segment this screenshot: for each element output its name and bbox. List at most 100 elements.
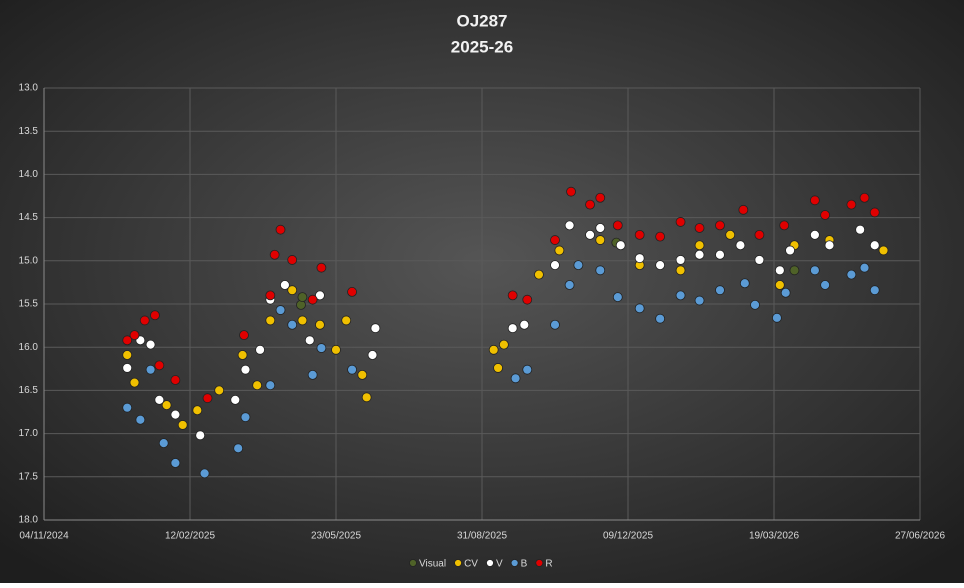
y-tick-label: 16.0 [19, 342, 39, 353]
x-tick-label: 31/08/2025 [457, 531, 507, 542]
data-point [522, 294, 533, 305]
data-point [192, 405, 203, 416]
data-point [154, 395, 165, 405]
data-point [585, 229, 595, 240]
data-point [739, 278, 750, 289]
legend-marker [486, 559, 494, 567]
data-point [715, 285, 725, 296]
legend: Visual CV V B R [409, 559, 553, 570]
data-point [869, 240, 880, 251]
data-point [315, 319, 325, 330]
data-point [754, 229, 765, 240]
data-point [135, 414, 146, 425]
data-point [161, 400, 172, 410]
data-point [498, 339, 509, 350]
x-tick-label: 09/12/2025 [603, 531, 653, 542]
data-point [297, 315, 308, 326]
legend-label: R [545, 559, 552, 570]
data-point [240, 364, 251, 375]
legend-marker [454, 559, 462, 567]
data-point [493, 363, 503, 373]
data-point [170, 458, 181, 468]
data-point [779, 220, 790, 231]
data-point [361, 392, 372, 403]
chart-subtitle: 2025-26 [451, 37, 513, 56]
data-point [265, 380, 276, 391]
data-point [809, 229, 820, 240]
data-point [279, 280, 290, 290]
data-point [550, 260, 560, 271]
data-point [655, 231, 666, 242]
data-point [139, 315, 150, 326]
data-point [675, 217, 686, 227]
data-point [655, 313, 666, 324]
data-point [287, 255, 298, 265]
y-tick-label: 18.0 [19, 515, 39, 526]
data-point [129, 330, 140, 341]
data-point [265, 290, 276, 301]
y-tick-label: 14.5 [19, 212, 39, 223]
data-point [735, 240, 746, 251]
x-tick-label: 04/11/2024 [19, 531, 69, 542]
data-point [370, 323, 381, 334]
x-tick-label: 12/02/2025 [165, 531, 215, 542]
data-point [694, 249, 705, 260]
data-point [878, 245, 889, 256]
data-point [859, 262, 870, 273]
y-tick-label: 15.5 [19, 299, 39, 310]
data-point [612, 292, 623, 302]
legend-marker [535, 559, 544, 567]
data-point [595, 265, 606, 276]
data-point [122, 335, 133, 346]
data-point [122, 363, 133, 373]
data-point [239, 330, 249, 341]
data-point [195, 430, 206, 441]
chart-title: OJ287 [456, 11, 507, 30]
data-point [772, 312, 782, 323]
data-point [774, 280, 785, 290]
y-tick-label: 15.0 [19, 255, 39, 266]
data-point [316, 343, 327, 353]
data-point [158, 438, 169, 449]
data-point [820, 210, 830, 220]
legend-label: CV [464, 559, 478, 570]
data-point [554, 245, 565, 256]
data-point [315, 290, 325, 301]
x-tick-label: 27/06/2026 [895, 531, 945, 542]
data-point [595, 235, 606, 245]
data-point [233, 443, 244, 454]
data-point [170, 409, 181, 420]
data-point [275, 305, 286, 315]
data-point [634, 253, 645, 264]
data-point [869, 285, 880, 296]
data-point [566, 186, 576, 197]
data-point [129, 377, 140, 388]
y-tick-label: 13.0 [19, 83, 39, 94]
data-point [177, 420, 188, 430]
data-point [846, 199, 857, 210]
data-point [150, 310, 160, 321]
data-point [859, 192, 870, 203]
x-tick-label: 23/05/2025 [311, 531, 361, 542]
data-point [122, 350, 133, 360]
data-point [694, 295, 705, 306]
y-tick-label: 13.5 [19, 126, 39, 137]
data-point [573, 260, 584, 271]
data-point [855, 224, 866, 235]
data-point [675, 255, 686, 265]
x-tick-label: 19/03/2026 [749, 531, 799, 542]
data-point [846, 269, 857, 280]
data-point [287, 319, 298, 330]
data-point [252, 380, 263, 391]
data-point [269, 249, 280, 260]
data-point [780, 287, 791, 298]
data-point [550, 235, 560, 245]
data-point [774, 265, 785, 276]
data-point [202, 393, 213, 404]
data-point [694, 223, 705, 233]
data-point [595, 223, 606, 233]
y-tick-label: 17.5 [19, 471, 39, 482]
y-tick-label: 17.0 [19, 428, 39, 439]
data-point [585, 199, 595, 210]
